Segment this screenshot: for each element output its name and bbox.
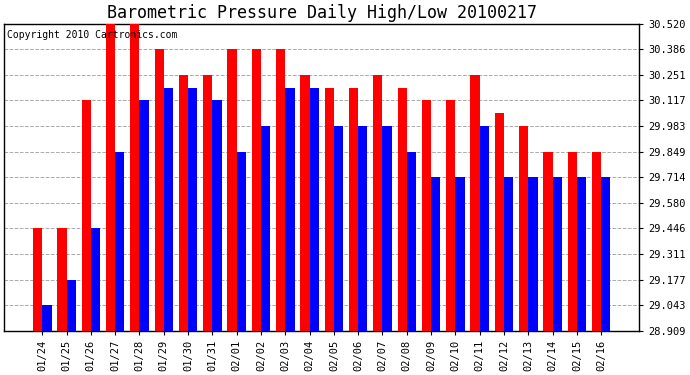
Bar	[228, 49, 237, 330]
Bar	[382, 126, 392, 330]
Bar	[553, 177, 562, 330]
Bar	[471, 75, 480, 330]
Bar	[592, 152, 601, 330]
Bar	[519, 126, 529, 330]
Bar	[155, 49, 164, 330]
Bar	[480, 126, 489, 330]
Bar	[139, 100, 149, 330]
Bar	[577, 177, 586, 330]
Bar	[81, 100, 91, 330]
Bar	[66, 279, 76, 330]
Bar	[285, 88, 295, 330]
Bar	[261, 126, 270, 330]
Bar	[91, 228, 100, 330]
Bar	[115, 152, 124, 330]
Bar	[213, 100, 221, 330]
Bar	[203, 75, 213, 330]
Bar	[422, 100, 431, 330]
Bar	[252, 49, 261, 330]
Bar	[601, 177, 611, 330]
Bar	[504, 177, 513, 330]
Bar	[349, 88, 358, 330]
Bar	[179, 75, 188, 330]
Bar	[446, 100, 455, 330]
Bar	[543, 152, 553, 330]
Bar	[33, 228, 42, 330]
Bar	[164, 88, 173, 330]
Bar	[407, 152, 416, 330]
Bar	[455, 177, 464, 330]
Bar	[310, 88, 319, 330]
Bar	[495, 113, 504, 330]
Bar	[358, 126, 367, 330]
Bar	[276, 49, 285, 330]
Title: Barometric Pressure Daily High/Low 20100217: Barometric Pressure Daily High/Low 20100…	[107, 4, 537, 22]
Bar	[529, 177, 538, 330]
Bar	[42, 305, 52, 330]
Bar	[106, 24, 115, 330]
Bar	[431, 177, 440, 330]
Bar	[325, 88, 334, 330]
Bar	[568, 152, 577, 330]
Bar	[300, 75, 310, 330]
Bar	[130, 24, 139, 330]
Bar	[334, 126, 343, 330]
Bar	[188, 88, 197, 330]
Bar	[57, 228, 66, 330]
Bar	[237, 152, 246, 330]
Bar	[397, 88, 407, 330]
Bar	[373, 75, 382, 330]
Text: Copyright 2010 Cartronics.com: Copyright 2010 Cartronics.com	[8, 30, 178, 40]
